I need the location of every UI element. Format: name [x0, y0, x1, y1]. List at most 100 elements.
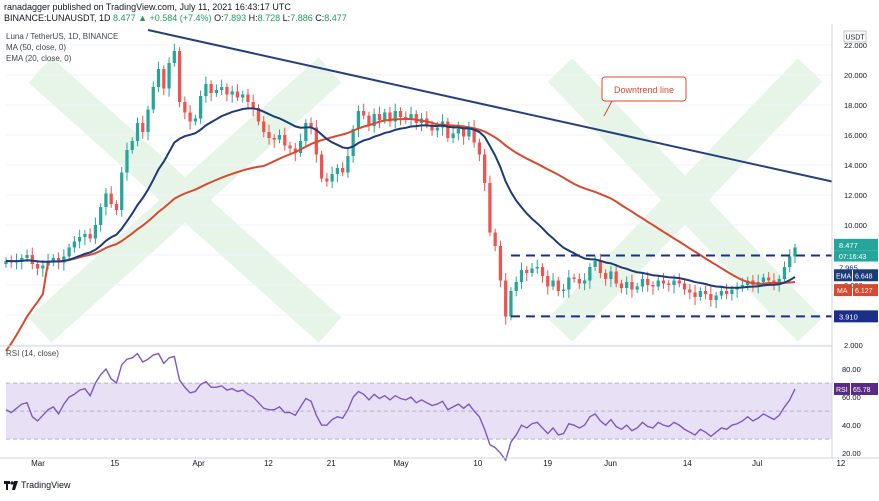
- candle-body: [262, 121, 266, 132]
- support-upper-tag: 7.965: [839, 264, 858, 273]
- downtrend-path: [147, 29, 833, 183]
- ema-value-bg: [853, 269, 878, 282]
- candle-body: [204, 84, 208, 96]
- rsi-tick-label: 60.00: [842, 393, 861, 402]
- candle-body: [588, 267, 592, 281]
- candle-body: [656, 280, 660, 287]
- candle-body: [214, 90, 219, 93]
- candle-body: [435, 127, 439, 131]
- candle-body: [730, 289, 734, 294]
- candle-body: [62, 256, 66, 263]
- ma-value-tag: 6.127: [855, 288, 873, 295]
- candle-body: [519, 270, 524, 282]
- tradingview-logo[interactable]: TradingView: [4, 480, 71, 490]
- candle-body: [88, 234, 92, 239]
- countdown-tag: 07:16:43: [839, 254, 866, 261]
- ma-50-line: [5, 117, 796, 352]
- callout-pointer: [603, 100, 613, 117]
- candle-body: [635, 286, 639, 290]
- candle-body: [293, 148, 297, 153]
- candle-body: [446, 121, 450, 138]
- candle-body: [141, 123, 145, 132]
- candle-body: [593, 261, 597, 267]
- watermark-mark: [28, 57, 823, 343]
- candle-body: [309, 123, 313, 128]
- candle-body: [504, 280, 508, 317]
- candle-body: [546, 276, 550, 287]
- ema-badge-bg: [834, 269, 852, 282]
- candle-body: [30, 255, 34, 264]
- candle-body: [414, 114, 418, 123]
- candle-body: [246, 94, 250, 102]
- candle-body: [235, 91, 240, 98]
- callout-box: [601, 76, 687, 102]
- candle-body: [298, 141, 303, 153]
- low-label: L:: [282, 13, 291, 23]
- candle-body: [377, 114, 382, 120]
- ma-legend[interactable]: MA (50, close, 0): [6, 43, 67, 52]
- candle-body: [682, 283, 687, 290]
- candle-body: [767, 277, 771, 281]
- candle-body: [604, 273, 608, 279]
- candle-body: [346, 156, 350, 173]
- rsi-value-bg: [851, 382, 878, 395]
- candle-body: [577, 279, 581, 284]
- publisher-text: ranadagger published on TradingView.com,…: [4, 2, 291, 12]
- ohlc-line: BINANCE:LUNAUSDT, 1D 8.477 ▲ +0.584 (+7.…: [4, 13, 347, 24]
- candle-body: [693, 292, 697, 297]
- price-tick-label: 10.000: [844, 221, 867, 230]
- candle-body: [225, 87, 229, 95]
- candle-body: [341, 168, 345, 173]
- candle-body: [283, 135, 287, 146]
- candle-body: [188, 112, 192, 122]
- candle-body: [67, 247, 71, 257]
- candle-body: [567, 277, 571, 290]
- countdown-bg: [834, 250, 878, 262]
- brand-name: TradingView: [21, 480, 71, 490]
- ema-20-path: [5, 107, 796, 289]
- rsi-legend[interactable]: RSI (14, close): [6, 349, 59, 358]
- price-tick-label: 2.000: [844, 341, 863, 350]
- last-price-tag: 8.477: [839, 241, 858, 250]
- candle-body: [230, 91, 234, 95]
- candle-body: [114, 204, 119, 210]
- candle-body: [477, 142, 482, 155]
- low-value: 7.886: [290, 13, 313, 23]
- candle-body: [698, 291, 702, 297]
- ema-legend[interactable]: EMA (20, close, 0): [6, 54, 72, 63]
- candle-body: [561, 289, 566, 291]
- time-tick-label: 21: [327, 459, 336, 468]
- axes: 2.0004.0006.0008.00010.00012.00014.00016…: [0, 24, 879, 468]
- candle-body: [709, 294, 713, 300]
- candle-body: [335, 168, 340, 174]
- candle-body: [25, 255, 29, 258]
- candle-body: [220, 87, 224, 90]
- high-value: 8.728: [257, 13, 281, 23]
- candle-body: [93, 225, 98, 239]
- candle-body: [325, 178, 329, 182]
- candle-body: [667, 283, 671, 285]
- support-levels: [510, 254, 832, 318]
- candle-body: [535, 267, 539, 269]
- candle-body: [393, 111, 397, 122]
- candle-body: [572, 277, 576, 279]
- candle-body: [540, 267, 545, 276]
- open-value: 7.893: [223, 13, 247, 23]
- downtrend-line: [147, 29, 833, 183]
- high-label: H:: [248, 13, 258, 23]
- time-tick-label: May: [393, 459, 408, 468]
- time-tick-label: Jul: [752, 459, 762, 468]
- candle-body: [724, 291, 729, 294]
- candle-body: [125, 150, 129, 173]
- ema-badge: EMA: [836, 273, 852, 280]
- candle-body: [120, 172, 124, 210]
- candle-body: [651, 285, 655, 287]
- candle-body: [514, 282, 518, 291]
- candle-body: [461, 129, 466, 137]
- candle-body: [135, 123, 140, 141]
- candle-body: [362, 111, 366, 116]
- candle-body: [277, 135, 282, 140]
